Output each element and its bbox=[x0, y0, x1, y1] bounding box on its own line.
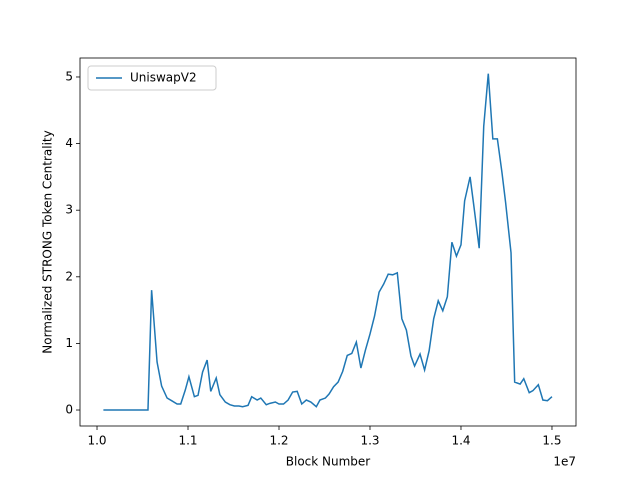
y-tick-label: 5 bbox=[65, 69, 73, 83]
legend-label: UniswapV2 bbox=[130, 71, 197, 85]
x-tick-label: 1.0 bbox=[87, 434, 106, 448]
legend-box bbox=[87, 65, 217, 91]
y-tick-label: 0 bbox=[65, 403, 73, 417]
y-tick-label: 1 bbox=[65, 336, 73, 350]
x-axis-label: Block Number bbox=[286, 455, 371, 469]
x-tick-label: 1.2 bbox=[269, 434, 288, 448]
y-tick-label: 4 bbox=[65, 136, 73, 150]
x-tick-label: 1.3 bbox=[360, 434, 379, 448]
y-tick-label: 3 bbox=[65, 203, 73, 217]
y-tick-label: 2 bbox=[65, 269, 73, 283]
x-tick-label: 1.4 bbox=[451, 434, 470, 448]
x-offset-label: 1e7 bbox=[553, 455, 576, 469]
x-tick-label: 1.1 bbox=[178, 434, 197, 448]
y-axis-label: Normalized STRONG Token Centrality bbox=[41, 130, 55, 353]
x-tick-label: 1.5 bbox=[542, 434, 561, 448]
line-series bbox=[103, 73, 553, 411]
plot-frame bbox=[79, 57, 577, 427]
